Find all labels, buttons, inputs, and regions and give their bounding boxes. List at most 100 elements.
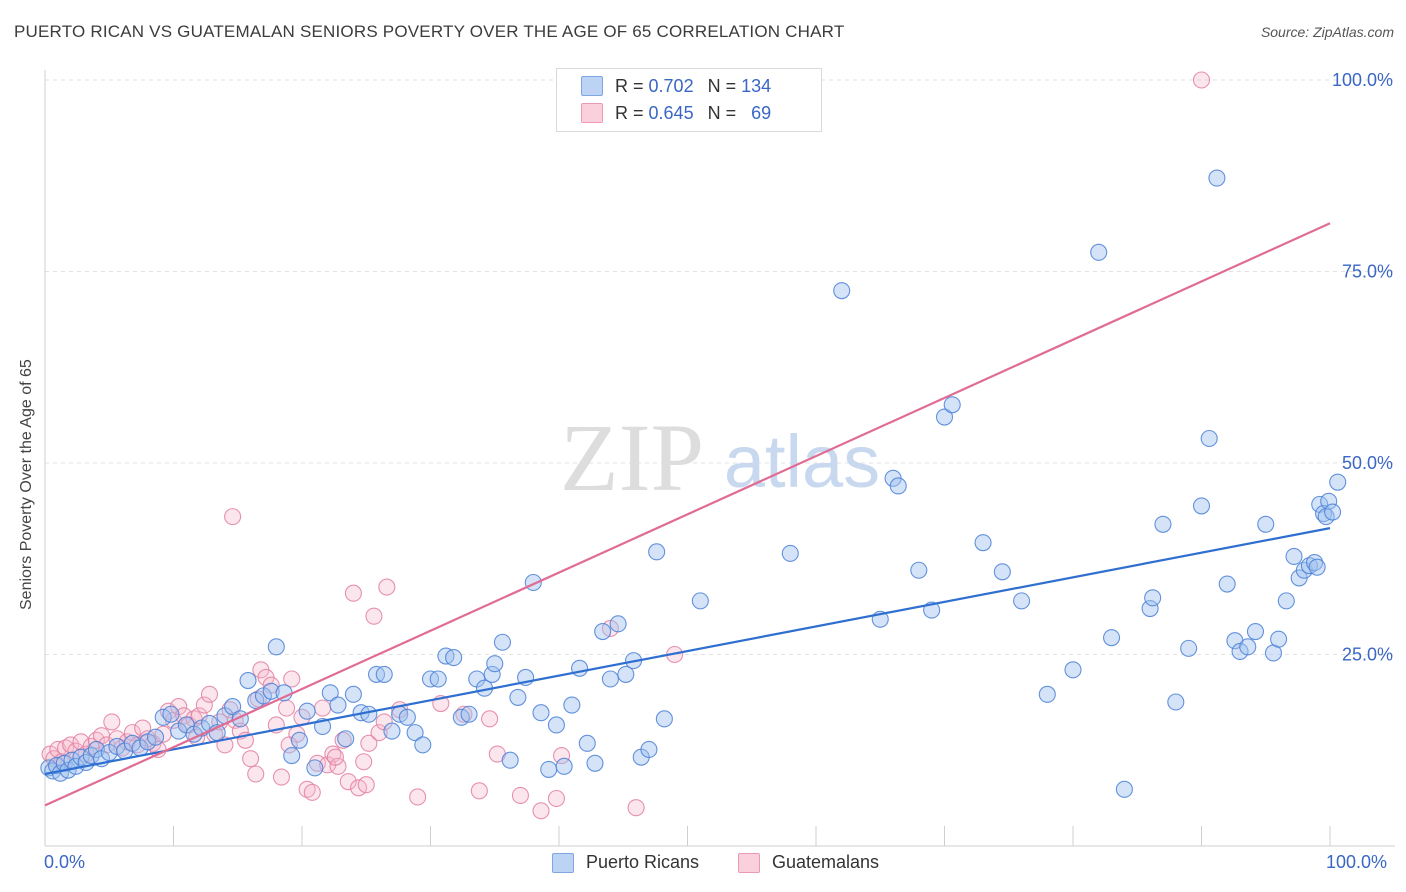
point-guatemalans <box>365 607 383 625</box>
point-puerto-ricans <box>360 705 378 723</box>
watermark-zip: ZIP <box>560 404 704 511</box>
point-guatemalans <box>200 685 219 703</box>
point-puerto-ricans <box>935 408 954 426</box>
y-tick-label: 75.0% <box>1342 262 1393 282</box>
point-puerto-ricans <box>1167 693 1185 711</box>
point-guatemalans <box>532 802 550 820</box>
legend-item-puerto-ricans: Puerto Ricans <box>552 852 699 873</box>
chart-title: PUERTO RICAN VS GUATEMALAN SENIORS POVER… <box>14 22 845 41</box>
point-puerto-ricans <box>691 592 709 610</box>
point-puerto-ricans <box>974 534 992 552</box>
point-puerto-ricans <box>262 682 280 700</box>
series-legend: Puerto Ricans Guatemalans <box>0 852 1406 876</box>
point-puerto-ricans <box>1285 547 1303 566</box>
point-puerto-ricans <box>993 563 1011 581</box>
point-guatemalans <box>370 724 388 742</box>
point-puerto-ricans <box>586 754 604 772</box>
point-puerto-ricans <box>563 696 581 714</box>
y-tick-label: 25.0% <box>1342 645 1393 665</box>
watermark: ZIP atlas <box>560 404 880 511</box>
point-puerto-ricans <box>493 633 512 651</box>
point-puerto-ricans <box>540 760 558 778</box>
legend-n-value: 134 <box>741 75 772 96</box>
point-puerto-ricans <box>398 708 416 726</box>
point-guatemalans <box>247 765 265 783</box>
point-guatemalans <box>278 699 296 717</box>
point-puerto-ricans <box>1246 622 1265 641</box>
point-puerto-ricans <box>655 710 673 728</box>
point-puerto-ricans <box>483 665 501 683</box>
point-puerto-ricans <box>306 759 324 777</box>
point-guatemalans <box>242 750 260 768</box>
point-guatemalans <box>1192 71 1211 89</box>
point-puerto-ricans <box>833 282 851 300</box>
trendlines <box>44 222 1331 807</box>
point-puerto-ricans <box>1154 515 1172 533</box>
point-puerto-ricans <box>1038 685 1056 703</box>
point-guatemalans <box>378 578 396 596</box>
point-puerto-ricans <box>1103 629 1121 647</box>
point-puerto-ricans <box>617 665 635 683</box>
point-guatemalans <box>87 731 105 749</box>
point-puerto-ricans <box>910 561 928 579</box>
point-puerto-ricans <box>578 734 596 752</box>
point-puerto-ricans <box>1308 558 1326 576</box>
legend-swatch-pink <box>738 852 760 873</box>
point-puerto-ricans <box>509 688 527 706</box>
point-puerto-ricans <box>429 670 447 688</box>
point-puerto-ricans <box>267 638 285 656</box>
point-puerto-ricans <box>337 730 355 748</box>
point-guatemalans <box>344 584 362 602</box>
point-puerto-ricans <box>1218 575 1236 593</box>
point-puerto-ricans <box>609 615 627 633</box>
point-puerto-ricans <box>532 704 550 722</box>
legend-swatch-pink <box>581 103 603 123</box>
point-puerto-ricans <box>1064 661 1082 679</box>
point-puerto-ricans <box>1270 630 1288 648</box>
legend-n-label: N = <box>707 102 737 123</box>
point-puerto-ricans <box>224 698 242 716</box>
data-points <box>40 71 1347 820</box>
point-guatemalans <box>224 508 242 526</box>
point-puerto-ricans <box>460 705 478 723</box>
legend-item-guatemalans: Guatemalans <box>738 852 879 873</box>
point-guatemalans <box>360 734 378 752</box>
point-puerto-ricans <box>601 670 619 688</box>
point-puerto-ricans <box>1180 639 1198 657</box>
point-guatemalans <box>326 748 344 766</box>
point-puerto-ricans <box>547 716 565 734</box>
y-axis-label: Seniors Poverty Over the Age of 65 <box>18 359 35 610</box>
axes <box>44 70 1395 847</box>
y-tick-labels: 25.0% 50.0% 75.0% 100.0% <box>1332 70 1393 665</box>
point-guatemalans <box>339 773 357 791</box>
gridlines <box>45 79 1395 655</box>
point-guatemalans <box>280 736 298 754</box>
point-puerto-ricans <box>162 705 180 723</box>
point-puerto-ricans <box>1200 429 1218 448</box>
point-guatemalans <box>195 696 213 714</box>
point-puerto-ricans <box>1320 492 1338 510</box>
legend-label-puerto-ricans: Puerto Ricans <box>586 852 700 872</box>
point-guatemalans <box>627 799 645 817</box>
point-puerto-ricans <box>87 740 105 759</box>
point-puerto-ricans <box>1257 515 1275 533</box>
point-puerto-ricans <box>1329 473 1347 491</box>
point-puerto-ricans <box>1277 592 1295 610</box>
point-guatemalans <box>272 768 290 786</box>
y-tick-label: 100.0% <box>1332 70 1393 90</box>
point-puerto-ricans <box>1141 599 1159 618</box>
point-puerto-ricans <box>445 649 463 667</box>
point-puerto-ricans <box>344 685 362 703</box>
legend-n-label: N = <box>707 75 737 96</box>
point-puerto-ricans <box>555 757 573 775</box>
point-puerto-ricans <box>1144 589 1162 607</box>
point-puerto-ricans <box>1306 554 1324 572</box>
point-guatemalans <box>103 713 121 731</box>
point-guatemalans <box>511 786 530 804</box>
point-puerto-ricans <box>414 736 432 754</box>
point-puerto-ricans <box>283 747 301 765</box>
point-guatemalans <box>314 699 332 717</box>
legend-swatch-blue <box>581 76 603 96</box>
point-guatemalans <box>455 705 473 723</box>
